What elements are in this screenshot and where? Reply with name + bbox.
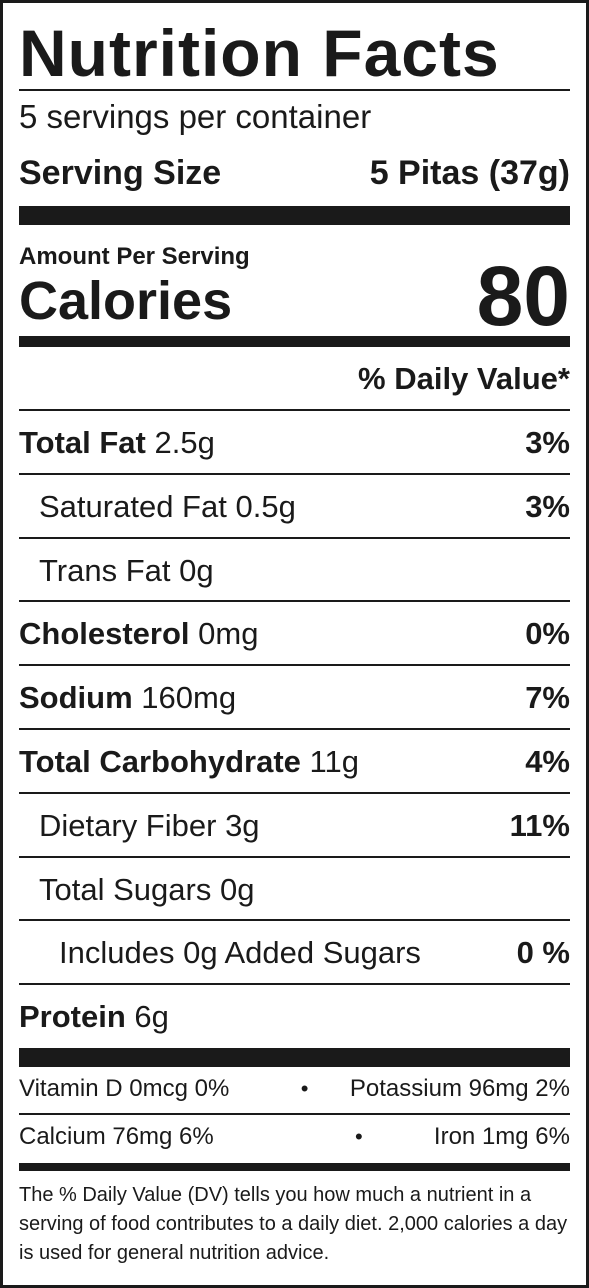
nutrient-row-total-carbohydrate: Total Carbohydrate 11g 4% — [19, 730, 570, 794]
divider — [19, 1113, 570, 1115]
nutrient-name: Protein — [19, 999, 126, 1034]
calories-label: Calories — [19, 271, 233, 331]
divider — [19, 728, 570, 730]
divider — [19, 983, 570, 985]
nutrient-amount: 6g — [134, 999, 169, 1034]
nutrient-row-sodium: Sodium 160mg 7% — [19, 666, 570, 730]
nutrient-name: Total Fat — [19, 425, 146, 460]
nutrient-row-cholesterol: Cholesterol 0mg 0% — [19, 602, 570, 666]
thick-divider — [19, 206, 570, 225]
calories-value: 80 — [476, 249, 570, 343]
serving-size-label: Serving Size — [19, 154, 222, 192]
nutrient-dv: 0 % — [516, 935, 570, 970]
nutrient-row-total-sugars: Total Sugars 0g — [19, 858, 570, 922]
nutrient-dv: 3% — [525, 489, 570, 524]
nutrient-name: Saturated Fat — [39, 489, 227, 524]
divider — [19, 409, 570, 411]
serving-size-value: 5 Pitas (37g) — [369, 154, 570, 192]
vitamin-left: Vitamin D 0mcg 0% — [19, 1075, 230, 1102]
nutrient-row-added-sugars: Includes 0g Added Sugars 0 % — [19, 921, 570, 985]
nutrient-amount: 0.5g — [235, 489, 296, 524]
separator-dot: • — [354, 1124, 363, 1149]
nutrient-name: Total Sugars — [39, 872, 212, 907]
nutrient-dv: 0% — [525, 616, 570, 651]
nutrient-amount: 3g — [225, 808, 260, 843]
vitamin-right: Iron 1mg 6% — [433, 1123, 570, 1150]
nutrient-dv: 7% — [525, 680, 570, 715]
footnote: The % Daily Value (DV) tells you how muc… — [19, 1184, 568, 1264]
nutrient-dv: 3% — [525, 425, 570, 460]
daily-value-header: % Daily Value* — [358, 361, 570, 396]
servings-per-container: 5 servings per container — [19, 98, 372, 135]
nutrient-name: Cholesterol — [19, 616, 190, 651]
nutrient-row-protein: Protein 6g — [19, 985, 570, 1049]
thick-divider — [19, 1048, 570, 1067]
vitamin-row: Calcium 76mg 6% • Iron 1mg 6% — [19, 1115, 570, 1159]
nutrient-dv: 4% — [525, 744, 570, 779]
divider — [19, 600, 570, 602]
divider — [19, 473, 570, 475]
amount-per-serving: Amount Per Serving — [19, 243, 250, 270]
nutrient-amount: 160mg — [141, 680, 237, 715]
vitamin-left: Calcium 76mg 6% — [19, 1123, 214, 1150]
vitamin-row: Vitamin D 0mcg 0% • Potassium 96mg 2% — [19, 1067, 570, 1111]
divider — [19, 856, 570, 858]
nutrient-row-total-fat: Total Fat 2.5g 3% — [19, 411, 570, 475]
medium-divider — [19, 336, 570, 347]
separator-dot: • — [300, 1076, 309, 1101]
nutrient-name: Total Carbohydrate — [19, 744, 301, 779]
nutrient-amount: 2.5g — [154, 425, 215, 460]
nutrient-dv: 11% — [509, 808, 570, 843]
divider — [19, 919, 570, 921]
nutrient-row-dietary-fiber: Dietary Fiber 3g 11% — [19, 794, 570, 858]
nutrient-row-saturated-fat: Saturated Fat 0.5g 3% — [19, 475, 570, 539]
nutrient-amount: 0mg — [198, 616, 259, 651]
nutrient-name: Sodium — [19, 680, 133, 715]
divider — [19, 792, 570, 794]
nutrient-name: Trans Fat — [39, 553, 171, 588]
nutrient-amount: 0g — [179, 553, 214, 588]
nutrient-amount: 11g — [309, 744, 359, 779]
nutrient-name: Includes 0g Added Sugars — [59, 935, 421, 970]
nutrient-name: Dietary Fiber — [39, 808, 217, 843]
divider — [19, 537, 570, 539]
vitamin-right: Potassium 96mg 2% — [349, 1075, 570, 1102]
label-title: Nutrition Facts — [19, 16, 500, 90]
divider — [19, 664, 570, 666]
divider — [19, 89, 570, 91]
serving-size: Serving Size 5 Pitas (37g) — [19, 153, 570, 193]
nutrient-amount: 0g — [219, 872, 255, 907]
medium-divider — [19, 1163, 570, 1171]
nutrient-row-trans-fat: Trans Fat 0g — [19, 539, 570, 603]
